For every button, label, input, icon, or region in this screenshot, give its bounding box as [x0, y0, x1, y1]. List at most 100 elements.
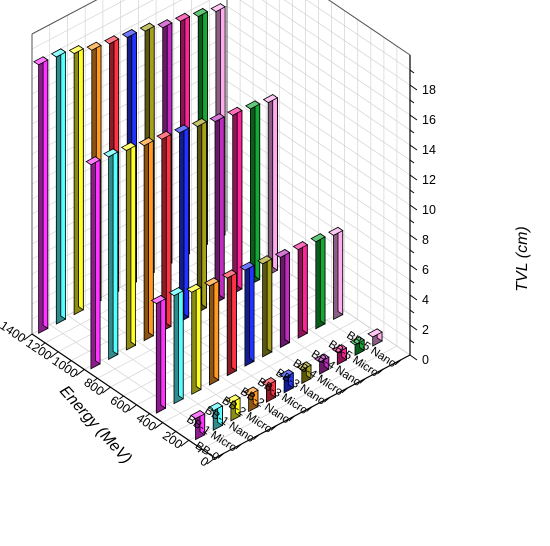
x-tick — [49, 351, 59, 359]
bar-top — [278, 369, 295, 379]
x-tick — [206, 457, 216, 465]
bar-top — [150, 295, 167, 305]
bar — [68, 44, 85, 316]
z-tick — [409, 324, 418, 331]
bar — [292, 240, 309, 339]
bar — [203, 277, 220, 386]
z-minor-tick — [409, 339, 415, 344]
y-tick — [288, 415, 296, 422]
bar-top — [209, 113, 225, 123]
bar-front — [195, 283, 202, 391]
bar — [221, 269, 238, 377]
z-minor-tick — [409, 309, 415, 314]
bar — [274, 248, 291, 349]
z-tick-label: 18 — [422, 83, 436, 97]
bar — [278, 369, 295, 394]
z-tick — [409, 84, 418, 91]
x-tick — [180, 439, 190, 447]
bar-front — [78, 44, 84, 311]
bar-top — [207, 402, 224, 412]
chart-bars — [33, 2, 383, 441]
bar-top — [168, 287, 184, 297]
bar-top — [33, 56, 49, 66]
bar-top — [367, 328, 383, 338]
bar-front — [95, 155, 101, 365]
bar — [50, 48, 67, 325]
bar-top — [190, 410, 206, 420]
y-tick — [270, 424, 278, 431]
bar — [244, 100, 261, 286]
bar-front — [236, 106, 243, 290]
chart-axes — [23, 55, 418, 465]
x-minor-tick — [197, 448, 203, 453]
bar-top — [192, 8, 209, 18]
bar-top — [68, 45, 85, 55]
z-tick-label: 10 — [422, 203, 436, 217]
bar-top — [120, 142, 137, 151]
z-tick-label: 14 — [422, 143, 436, 157]
x-minor-tick — [119, 395, 124, 400]
z-tick — [409, 144, 418, 151]
bar — [174, 124, 190, 323]
bar — [262, 93, 279, 276]
y-tick — [306, 406, 313, 412]
bar-top — [121, 29, 138, 38]
bar-top — [186, 283, 202, 293]
bar-top — [262, 94, 279, 104]
bar — [314, 353, 330, 375]
bar-top — [104, 35, 120, 45]
bar-top — [310, 233, 326, 243]
bar-front — [60, 48, 66, 320]
bar-front — [254, 100, 261, 281]
z-minor-tick — [409, 249, 415, 254]
z-minor-tick — [409, 219, 415, 224]
bar-front — [284, 248, 291, 344]
z-tick — [409, 294, 418, 301]
bar-front — [231, 269, 237, 372]
bar — [310, 232, 326, 330]
bar — [349, 336, 365, 357]
bar-top — [257, 255, 273, 265]
bar-top — [103, 148, 119, 158]
bar — [138, 136, 155, 342]
bar-top — [296, 361, 312, 371]
bar-top — [191, 118, 208, 128]
bar-front — [148, 136, 154, 337]
bar — [207, 401, 224, 431]
z-tick-label: 16 — [422, 113, 436, 127]
bar — [243, 386, 259, 413]
bar-top — [243, 386, 259, 396]
z-tick — [409, 174, 418, 181]
bar — [328, 226, 344, 321]
z-axis-title: TVL (cm) — [514, 226, 531, 291]
bar-front — [178, 286, 184, 400]
bar-front — [219, 112, 225, 300]
bar-top — [274, 249, 291, 258]
bar-top — [138, 137, 155, 147]
bar-top — [227, 106, 243, 116]
bar — [209, 112, 225, 304]
bar — [367, 328, 383, 347]
x-tick-label: 1400 — [0, 318, 28, 345]
bar-top — [210, 3, 226, 13]
y-tick — [235, 443, 242, 450]
bar — [239, 261, 255, 367]
bar-front — [112, 148, 119, 356]
bar — [120, 141, 137, 351]
bar-front — [130, 141, 137, 346]
bar — [156, 130, 172, 332]
frame-top — [31, 0, 411, 56]
z-tick-label: 2 — [422, 323, 429, 337]
y-tick — [359, 378, 367, 384]
z-minor-tick — [409, 129, 415, 134]
bar — [191, 117, 208, 314]
bar-top — [239, 261, 255, 271]
bar-front — [337, 226, 344, 316]
bar — [168, 286, 184, 405]
bar-top — [157, 19, 173, 29]
bar-front — [266, 255, 273, 353]
x-tick — [23, 333, 33, 341]
bar — [150, 294, 167, 414]
z-minor-tick — [409, 279, 415, 284]
bar-top — [331, 344, 348, 354]
